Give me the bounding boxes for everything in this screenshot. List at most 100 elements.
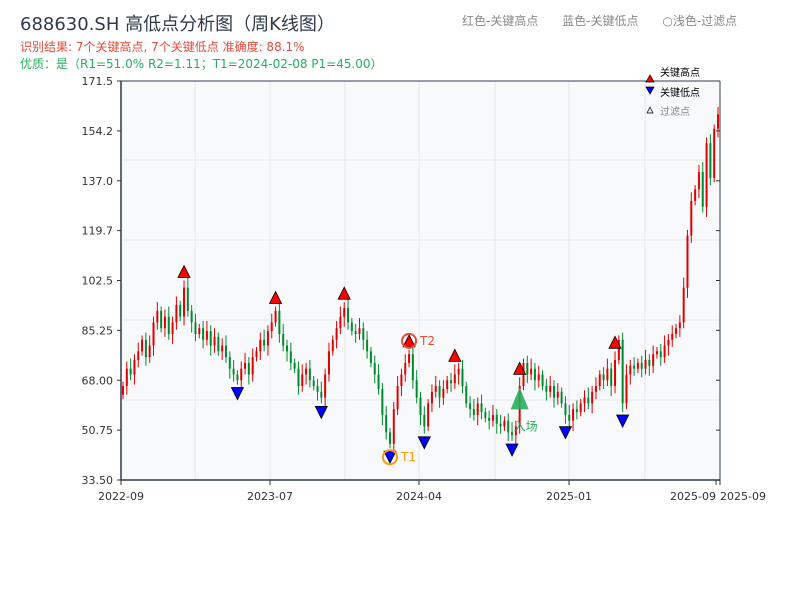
candle-body bbox=[514, 426, 517, 436]
candle bbox=[137, 342, 140, 368]
candle-body bbox=[141, 339, 144, 352]
candle-body bbox=[213, 336, 216, 346]
candle-body bbox=[167, 316, 170, 334]
candle-body bbox=[652, 354, 655, 366]
candle bbox=[388, 427, 391, 449]
candle bbox=[347, 299, 350, 330]
x-tick-label: 2025-01 bbox=[546, 490, 592, 503]
candle-body bbox=[404, 362, 407, 375]
candle-body bbox=[282, 333, 285, 346]
candle bbox=[499, 414, 502, 434]
candle bbox=[480, 394, 483, 420]
candle bbox=[419, 391, 422, 426]
candle bbox=[224, 335, 227, 363]
candle-body bbox=[152, 322, 155, 346]
candle bbox=[148, 335, 151, 363]
candle-body bbox=[381, 388, 384, 415]
candle bbox=[469, 396, 472, 418]
candle bbox=[369, 347, 372, 368]
candle bbox=[678, 315, 681, 337]
candle-body bbox=[659, 351, 662, 358]
candle bbox=[640, 355, 643, 378]
candle bbox=[694, 185, 697, 206]
candle-body bbox=[446, 380, 449, 389]
candle-body bbox=[209, 331, 212, 346]
candle-body bbox=[289, 351, 292, 363]
candle-body bbox=[591, 391, 594, 404]
t2-label: T2 bbox=[419, 334, 435, 348]
candle-body bbox=[419, 397, 422, 415]
candle-body bbox=[621, 339, 624, 404]
candle bbox=[221, 338, 224, 361]
candle-body bbox=[423, 414, 426, 427]
candle bbox=[308, 360, 311, 388]
candle bbox=[625, 364, 628, 410]
candle bbox=[186, 277, 189, 317]
candle-body bbox=[366, 339, 369, 352]
candle bbox=[442, 380, 445, 405]
legend: 关键高点 关键低点 过滤点 bbox=[645, 66, 700, 118]
candle bbox=[583, 390, 586, 413]
candle-body bbox=[320, 391, 323, 398]
candle-body bbox=[377, 374, 380, 389]
candle bbox=[202, 320, 205, 349]
candle-body bbox=[690, 200, 693, 236]
x-tick-label: 2024-04 bbox=[396, 490, 442, 503]
candle-body bbox=[705, 143, 708, 207]
candle-body bbox=[228, 357, 231, 369]
candle bbox=[594, 377, 597, 400]
candle-body bbox=[286, 345, 289, 352]
candle-body bbox=[610, 368, 613, 387]
candle bbox=[659, 344, 662, 366]
candle bbox=[430, 384, 433, 413]
entry-marker bbox=[510, 387, 529, 410]
candle-body bbox=[530, 368, 533, 375]
candle-body bbox=[312, 380, 315, 387]
y-tick-label: 33.50 bbox=[82, 474, 114, 487]
candle-body bbox=[694, 189, 697, 201]
candle bbox=[190, 305, 193, 333]
candle bbox=[205, 320, 208, 346]
candle-body bbox=[301, 374, 304, 387]
candle-body bbox=[144, 339, 147, 358]
candle bbox=[614, 351, 617, 394]
candle bbox=[717, 107, 719, 138]
entry-label: 入场 bbox=[514, 419, 538, 433]
candle-body bbox=[602, 374, 605, 381]
candle-body bbox=[259, 339, 262, 352]
candle bbox=[503, 416, 506, 431]
candle bbox=[381, 383, 384, 426]
candle-body bbox=[671, 333, 674, 340]
candle-body bbox=[129, 368, 132, 375]
key-low-marker bbox=[417, 436, 431, 450]
candle bbox=[507, 413, 510, 441]
candle bbox=[427, 399, 430, 431]
candle bbox=[339, 306, 342, 334]
candle bbox=[408, 349, 411, 368]
key-high-marker bbox=[513, 361, 527, 375]
candle-body bbox=[247, 362, 250, 375]
candle-body bbox=[163, 316, 166, 329]
key-high-marker bbox=[177, 264, 191, 278]
candle-body bbox=[125, 368, 128, 387]
candle bbox=[667, 333, 670, 356]
candle bbox=[274, 306, 277, 327]
candle-body bbox=[350, 322, 353, 332]
candle bbox=[263, 329, 266, 352]
candle-body bbox=[270, 322, 273, 332]
candle-body bbox=[457, 368, 460, 375]
candle bbox=[491, 404, 494, 427]
candle-body bbox=[373, 362, 376, 375]
y-tick-label: 68.00 bbox=[82, 374, 114, 387]
candle-body bbox=[453, 374, 456, 384]
candle bbox=[331, 335, 334, 356]
candle bbox=[617, 335, 620, 365]
candle-body bbox=[633, 365, 636, 369]
candle-body bbox=[572, 409, 575, 421]
candle bbox=[602, 367, 605, 389]
candle-body bbox=[552, 386, 555, 398]
candle-body bbox=[598, 374, 601, 387]
key-low-marker bbox=[558, 426, 573, 440]
candle bbox=[545, 378, 548, 401]
candle-body bbox=[491, 414, 494, 421]
